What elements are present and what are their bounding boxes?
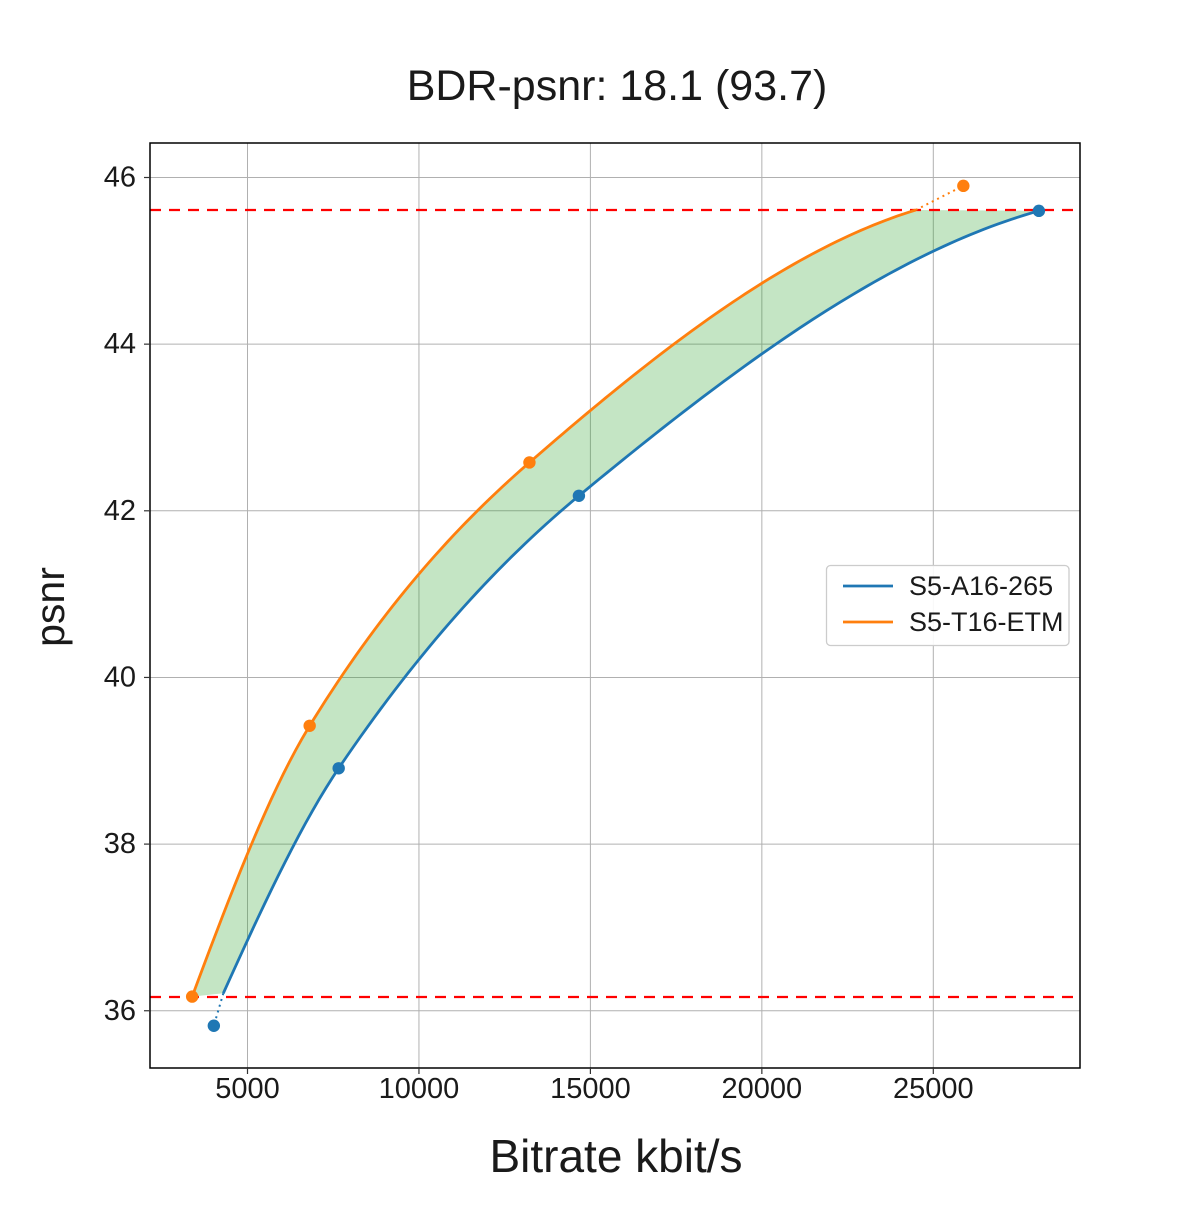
svg-text:Bitrate kbit/s: Bitrate kbit/s (489, 1130, 742, 1182)
svg-text:15000: 15000 (550, 1073, 631, 1105)
svg-text:BDR-psnr: 18.1 (93.7): BDR-psnr: 18.1 (93.7) (407, 62, 828, 110)
svg-text:10000: 10000 (379, 1073, 460, 1105)
svg-text:40: 40 (104, 661, 136, 693)
svg-text:psnr: psnr (27, 567, 73, 647)
svg-text:S5-T16-ETM: S5-T16-ETM (909, 607, 1064, 637)
svg-text:38: 38 (104, 828, 136, 860)
svg-text:5000: 5000 (215, 1073, 280, 1105)
svg-text:36: 36 (104, 995, 136, 1027)
svg-text:20000: 20000 (722, 1073, 803, 1105)
svg-text:S5-A16-265: S5-A16-265 (909, 571, 1053, 601)
svg-text:42: 42 (104, 495, 136, 527)
svg-text:46: 46 (104, 162, 136, 194)
svg-text:44: 44 (104, 328, 136, 360)
svg-text:25000: 25000 (893, 1073, 974, 1105)
